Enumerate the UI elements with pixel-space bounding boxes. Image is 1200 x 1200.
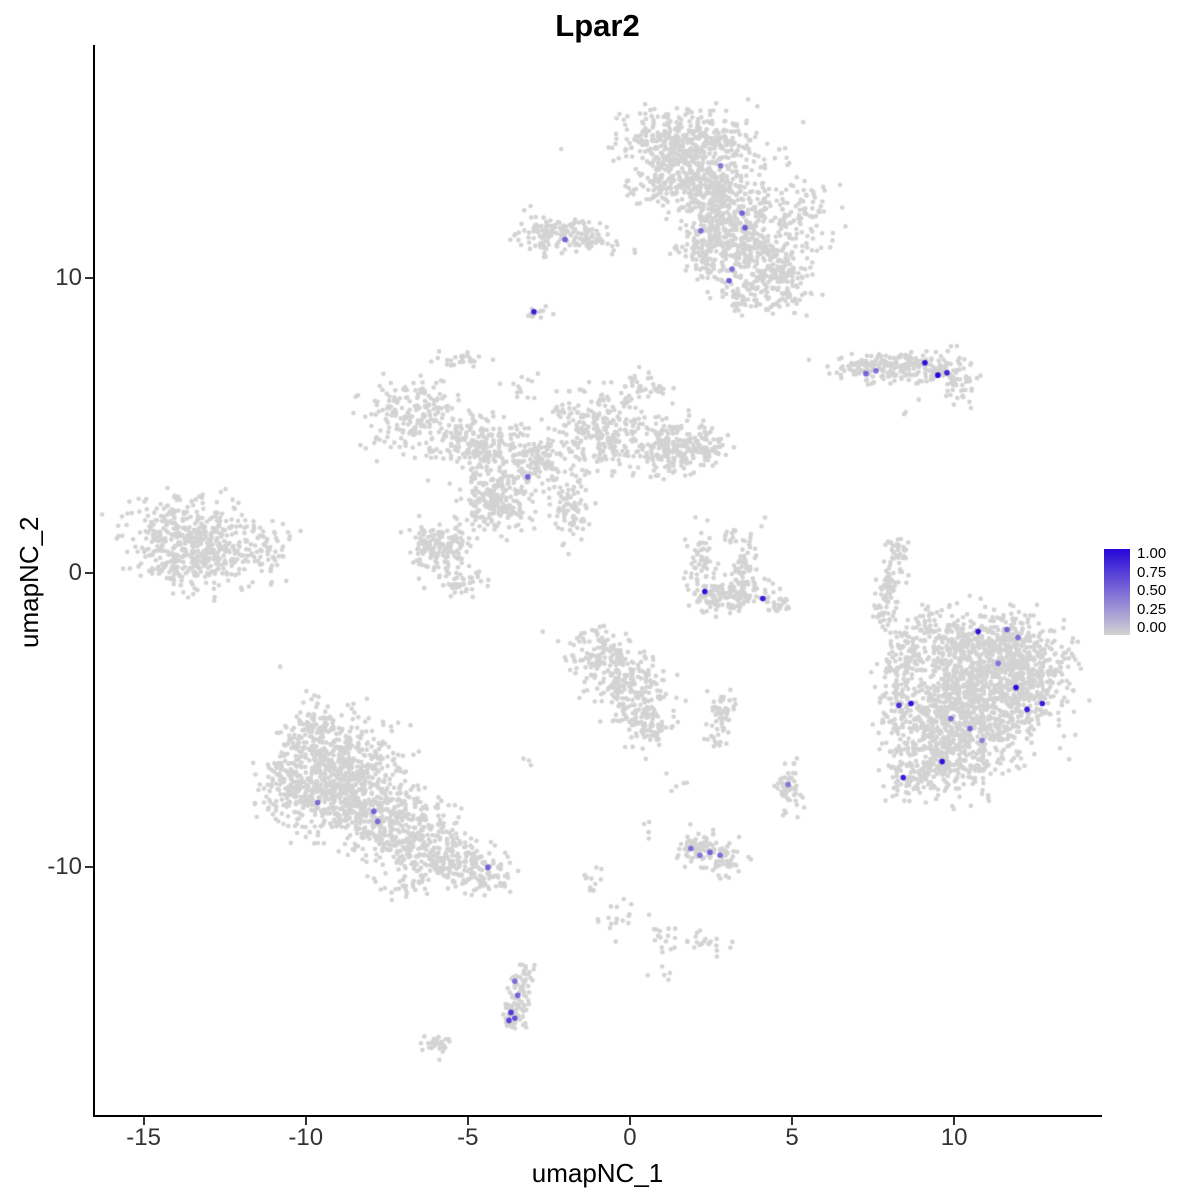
y-tick-label: 10: [55, 263, 82, 291]
color-legend: 1.00 0.75 0.50 0.25 0.00: [1104, 545, 1194, 645]
y-axis-line: [93, 45, 95, 1117]
x-tick-mark: [791, 1117, 794, 1125]
x-tick-label: 10: [940, 1124, 968, 1151]
x-axis-title: umapNC_1: [531, 1158, 664, 1188]
legend-tick-label: 0.00: [1137, 619, 1167, 636]
y-tick-label: -10: [47, 853, 82, 881]
plot-title: Lpar2: [555, 8, 640, 43]
x-tick-mark: [466, 1117, 469, 1125]
y-tick-mark: [85, 571, 93, 574]
x-tick-label: 5: [785, 1124, 799, 1151]
legend-tick-label: 0.75: [1137, 563, 1167, 581]
legend-gradient-bar: [1104, 549, 1130, 635]
y-tick-label: 0: [68, 558, 82, 586]
x-tick-label: -10: [288, 1124, 324, 1151]
x-tick-label: 0: [623, 1124, 637, 1151]
legend-tick-label: 0.50: [1137, 582, 1167, 599]
y-tick-mark: [85, 866, 93, 869]
x-tick-mark: [953, 1117, 956, 1125]
y-tick-mark: [85, 276, 93, 279]
x-tick-mark: [304, 1117, 307, 1125]
x-tick-mark: [142, 1117, 145, 1125]
x-tick-label: -5: [457, 1124, 479, 1151]
legend-tick-label: 0.25: [1137, 600, 1167, 618]
legend-labels: 1.00 0.75 0.50 0.25 0.00: [1137, 545, 1166, 638]
x-tick-mark: [628, 1117, 631, 1125]
legend-tick-label: 1.00: [1137, 545, 1167, 562]
x-axis-line: [93, 1115, 1102, 1117]
x-tick-label: -15: [126, 1124, 161, 1151]
